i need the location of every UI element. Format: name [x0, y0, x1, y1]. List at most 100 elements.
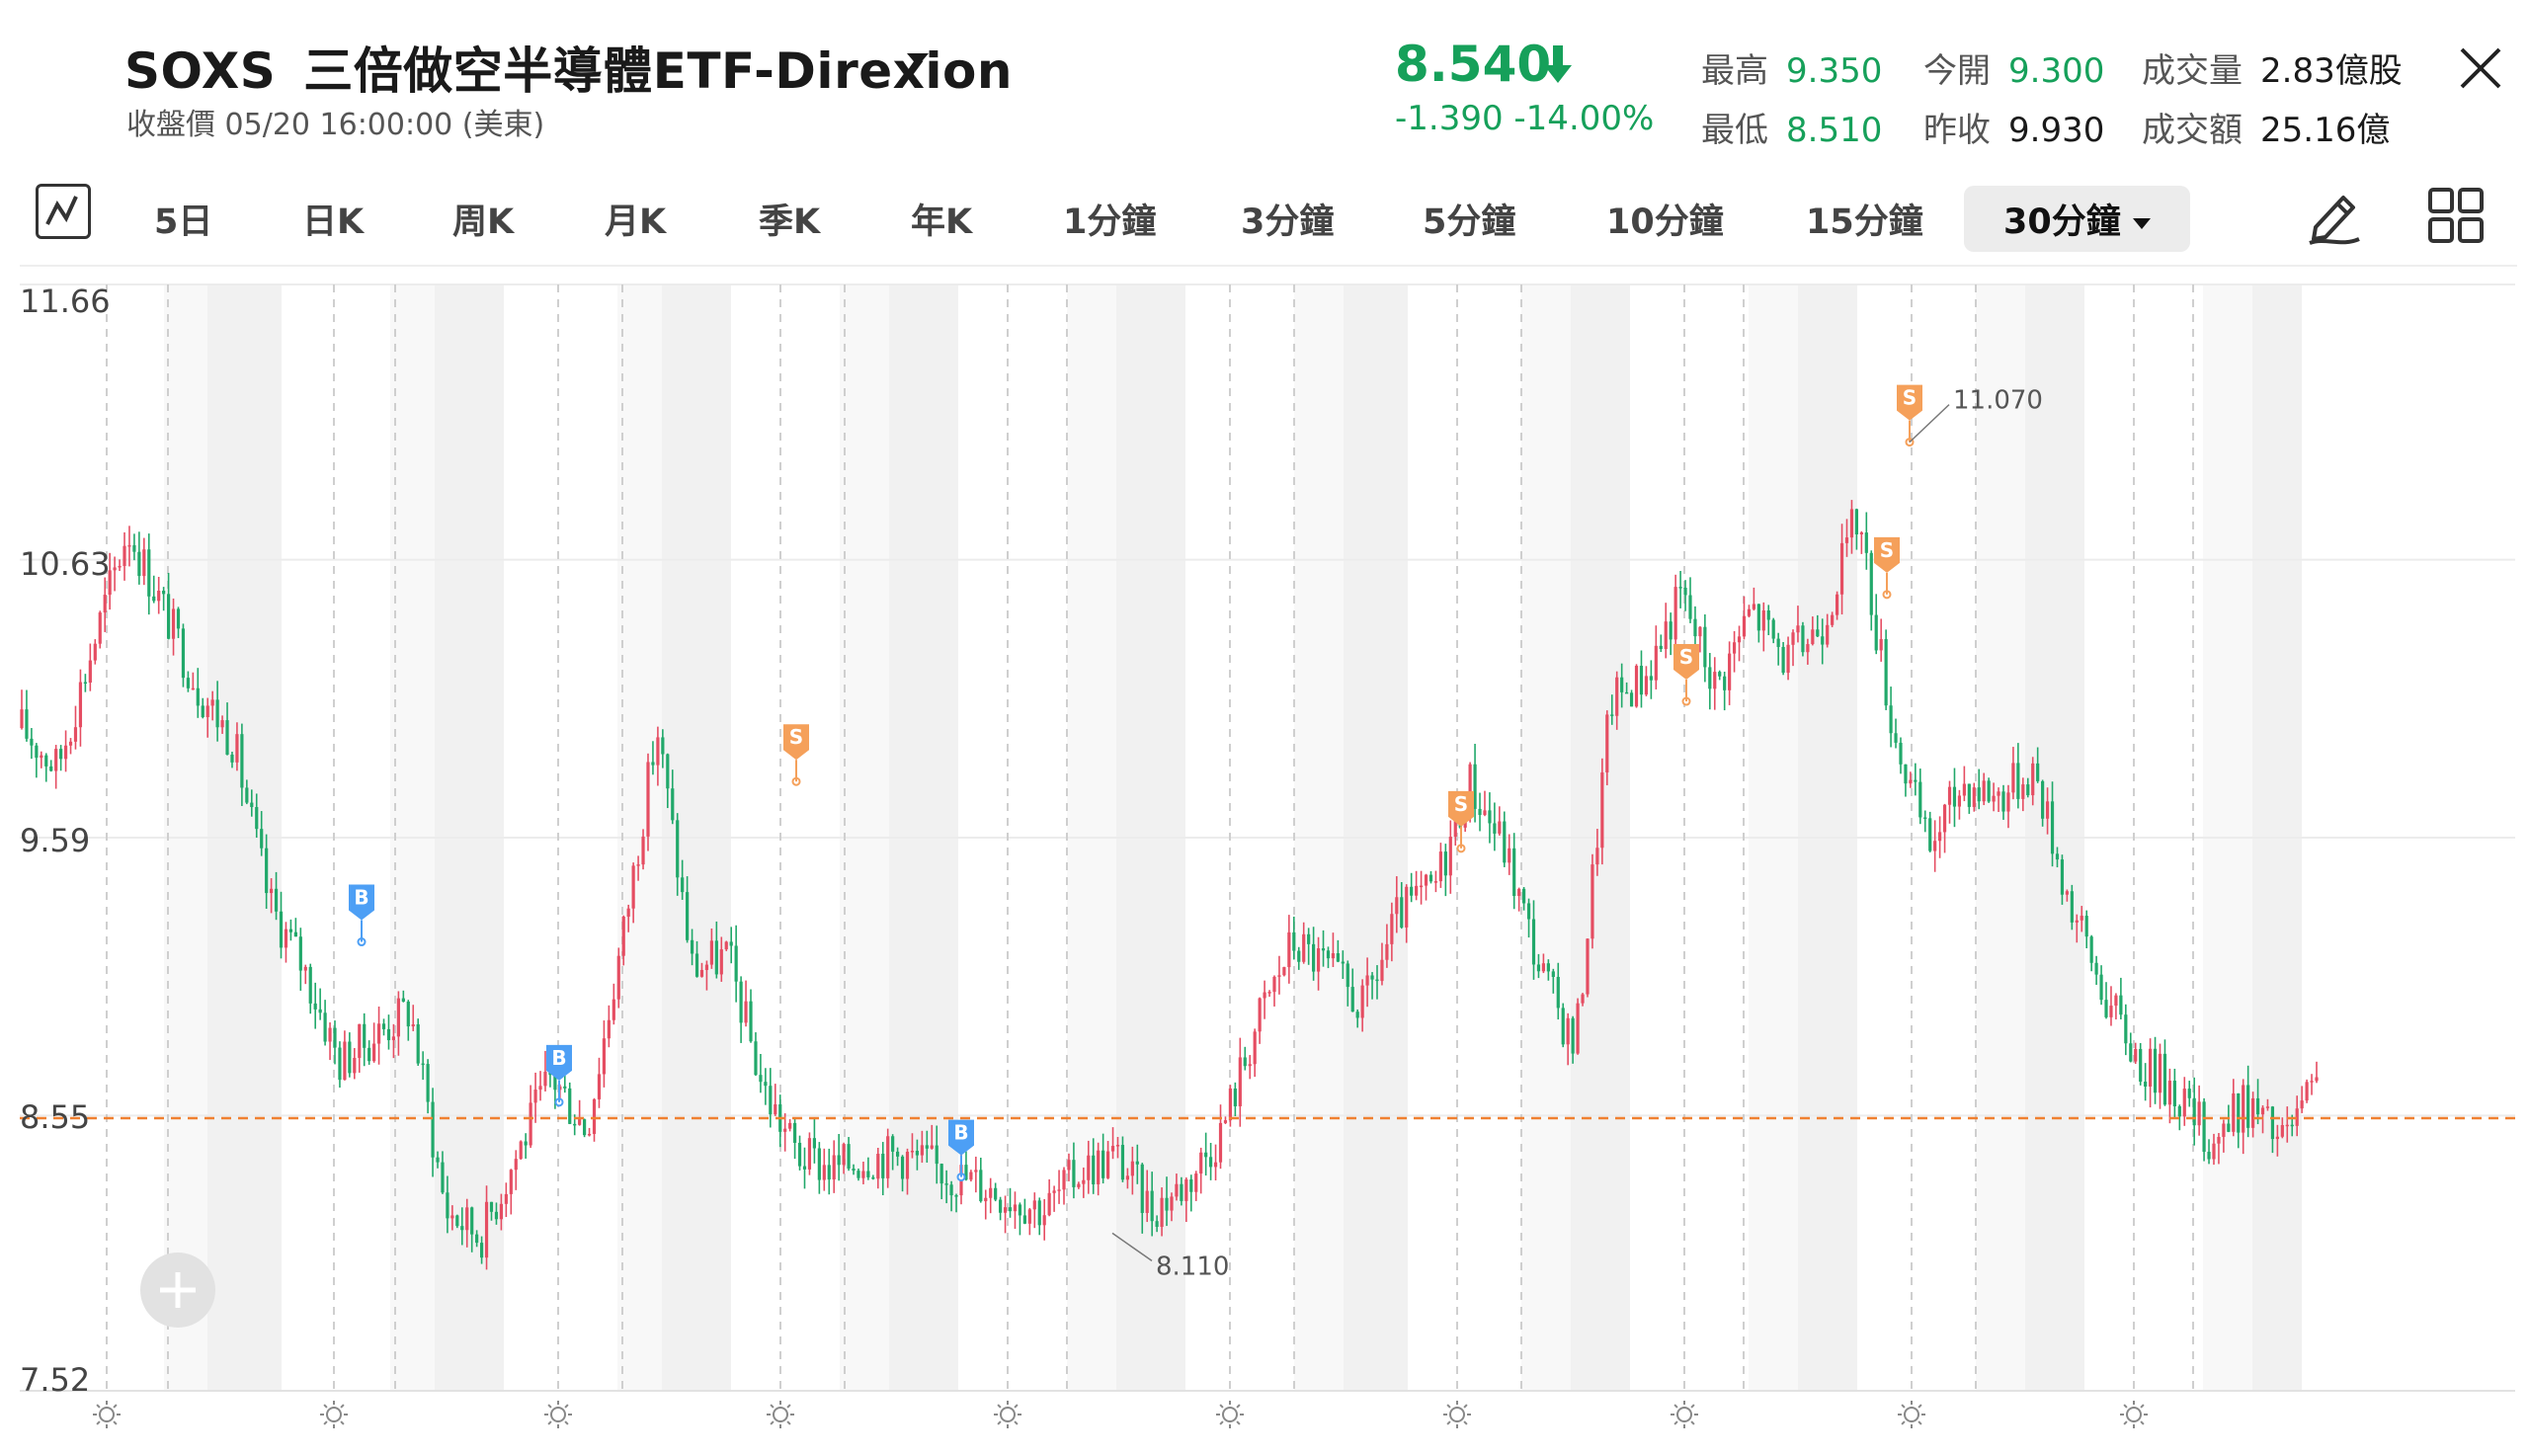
candle-body — [122, 545, 126, 566]
candle-body — [1258, 998, 1262, 1032]
candle-body — [245, 787, 249, 803]
candle-body — [1321, 948, 1326, 951]
candle-body — [2144, 1082, 2148, 1087]
candle-body — [1791, 632, 1795, 645]
stock-title[interactable]: SOXS 三倍做空半導體ETF-Direxion — [124, 32, 1013, 103]
sun-icon — [2120, 1401, 2148, 1428]
candle-body — [769, 1086, 773, 1115]
candle-body — [63, 745, 68, 760]
symbol-dropdown-icon[interactable] — [907, 53, 929, 66]
candle-body — [1292, 931, 1296, 951]
candle-body — [446, 1192, 449, 1219]
candle-body — [1831, 614, 1835, 625]
candle-body — [1105, 1151, 1110, 1178]
candle-body — [915, 1151, 920, 1156]
buy-marker-label: B — [354, 886, 368, 910]
tab-weekly[interactable]: 周K — [452, 202, 515, 242]
tab-15min[interactable]: 15分鐘 — [1806, 202, 1923, 242]
candle-body — [489, 1201, 494, 1212]
candle-body — [1664, 621, 1668, 649]
candle-body — [519, 1141, 523, 1160]
candle-body — [455, 1215, 459, 1227]
tab-30min[interactable]: 30分鐘 — [1964, 186, 2190, 252]
candle-body — [1003, 1207, 1008, 1213]
candle-body — [1899, 742, 1903, 765]
candle-body — [113, 567, 117, 571]
candle-body — [671, 788, 675, 821]
candle-body — [475, 1234, 479, 1244]
tab-5min[interactable]: 5分鐘 — [1423, 202, 1516, 242]
candle-body — [1077, 1183, 1081, 1187]
interval-toolbar: 5日 日K 周K 月K 季K 年K 1分鐘 3分鐘 5分鐘 10分鐘 15分鐘 … — [0, 180, 2529, 255]
candle-body — [68, 741, 73, 746]
candle-body — [2001, 791, 2005, 812]
tab-quarterly[interactable]: 季K — [759, 202, 821, 242]
y-tick-label: 8.55 — [20, 1098, 91, 1136]
candle-body — [73, 727, 78, 742]
candle-body — [1385, 943, 1389, 960]
candle-body — [205, 705, 209, 718]
candle-body — [2129, 1043, 2133, 1062]
tab-1min[interactable]: 1分鐘 — [1063, 202, 1157, 242]
candle-body — [1972, 787, 1976, 807]
candle-body — [729, 941, 733, 946]
add-indicator-button[interactable] — [140, 1253, 215, 1328]
candle-body — [176, 608, 181, 629]
buy-marker — [948, 1119, 974, 1156]
candle-body — [1586, 938, 1590, 995]
sell-marker-label: S — [1679, 645, 1693, 669]
candle-body — [1272, 976, 1276, 993]
candle-body — [1521, 888, 1526, 904]
candle-body — [406, 1001, 410, 1027]
candle-body — [1267, 992, 1271, 994]
candle-body — [944, 1183, 948, 1185]
candle-body — [1708, 667, 1712, 689]
candlestick-chart[interactable]: B B B S S S S S 11.070 8.110 — [0, 277, 2529, 1432]
grid-layout-icon[interactable] — [2424, 184, 2488, 247]
candle-body — [1806, 644, 1810, 653]
candle-body — [1087, 1155, 1091, 1180]
candle-body — [2021, 784, 2025, 799]
candle-body — [1453, 811, 1457, 838]
candle-body — [1248, 1064, 1252, 1067]
sun-icon — [1216, 1401, 1244, 1428]
candle-body — [1120, 1145, 1125, 1180]
candle-body — [891, 1136, 895, 1152]
candle-body — [1928, 818, 1932, 851]
candle-body — [40, 755, 43, 759]
candle-body — [1341, 961, 1345, 964]
candle-body — [1170, 1196, 1174, 1211]
close-icon[interactable] — [2456, 43, 2505, 93]
candle-body — [1713, 672, 1717, 689]
plus-icon — [160, 1272, 196, 1308]
tab-daily[interactable]: 日K — [302, 202, 365, 242]
price-annotation: 8.110 — [1156, 1252, 1229, 1281]
candle-body — [1654, 645, 1658, 681]
tab-5d[interactable]: 5日 — [154, 202, 213, 242]
chart-canvas[interactable]: B B B S S S S S 11.070 8.110 — [0, 277, 2529, 1432]
tab-3min[interactable]: 3分鐘 — [1241, 202, 1335, 242]
tab-yearly[interactable]: 年K — [911, 202, 973, 242]
candle-body — [2295, 1108, 2299, 1126]
tab-monthly[interactable]: 月K — [605, 202, 667, 242]
draw-pen-icon[interactable] — [2302, 184, 2365, 247]
candle-body — [78, 682, 83, 728]
sun-icon — [994, 1401, 1021, 1428]
candle-body — [450, 1215, 454, 1219]
candle-body — [529, 1102, 532, 1146]
candle-body — [358, 1023, 362, 1058]
candle-body — [1503, 821, 1507, 863]
candle-body — [984, 1197, 988, 1202]
chart-type-button[interactable] — [36, 184, 91, 239]
candle-body — [1302, 933, 1306, 962]
candle-body — [2232, 1092, 2236, 1132]
candle-body — [1125, 1175, 1129, 1180]
stat-turnover: 成交額 25.16億 — [2142, 111, 2391, 150]
candle-body — [621, 916, 625, 956]
candle-body — [1263, 992, 1266, 999]
candle-body — [1415, 885, 1419, 896]
chevron-down-icon — [2132, 217, 2151, 229]
candle-body — [1639, 666, 1644, 695]
tab-10min[interactable]: 10分鐘 — [1606, 202, 1724, 242]
candle-body — [465, 1207, 469, 1231]
